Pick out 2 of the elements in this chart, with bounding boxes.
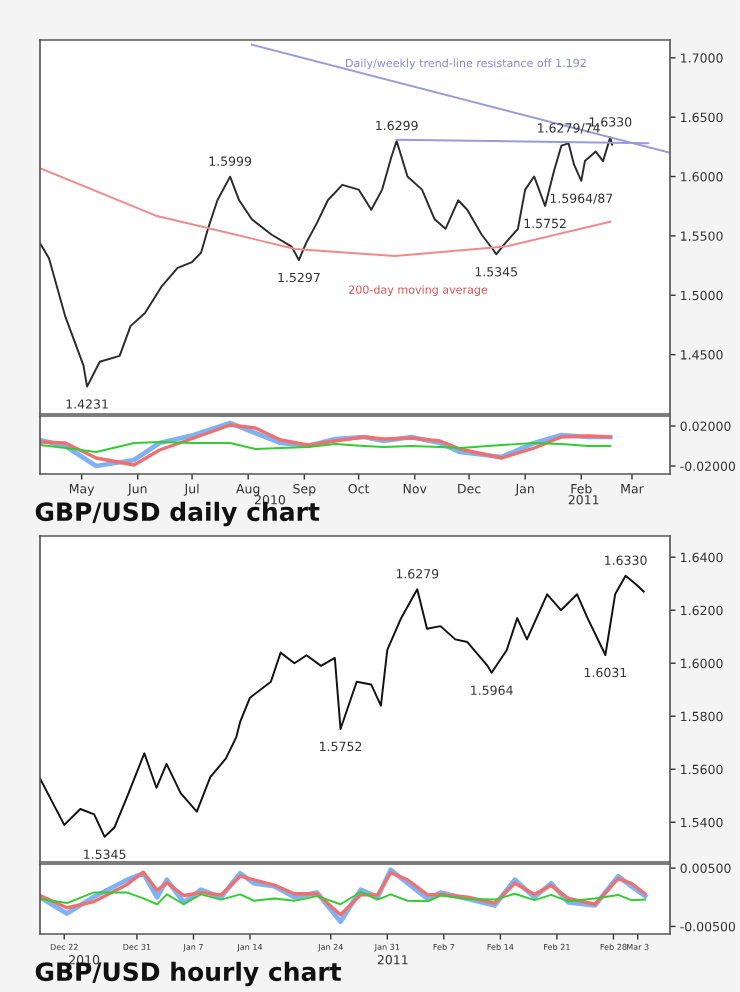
text: GBP/USD hourly chart: [35, 961, 342, 987]
text: GBP/USD daily chart: [35, 501, 320, 527]
